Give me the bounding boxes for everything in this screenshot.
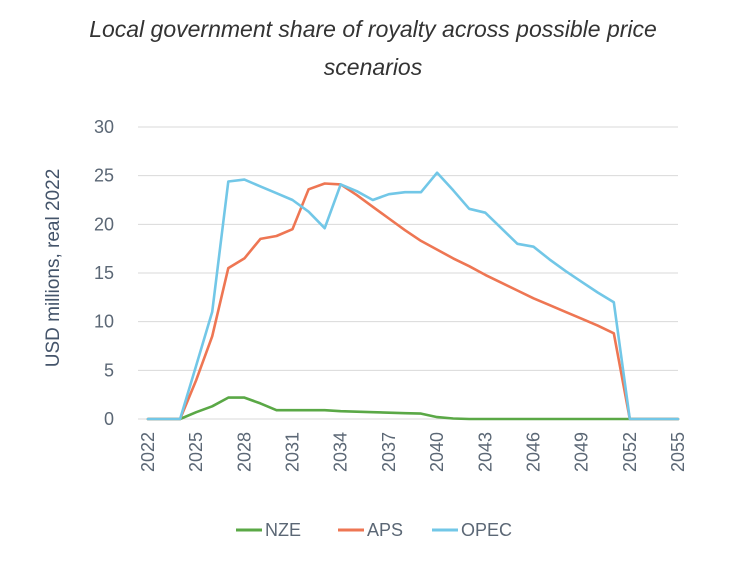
- series-line-aps: [146, 182, 680, 421]
- chart-title-line-2: scenarios: [323, 54, 423, 80]
- x-tick-label: 2034: [331, 432, 351, 472]
- series-line-opec: [146, 171, 680, 421]
- gridlines: [138, 126, 678, 371]
- x-tick-label: 2046: [523, 432, 543, 472]
- x-tick-label: 2055: [668, 432, 688, 472]
- series-lines: [146, 171, 680, 421]
- y-axis-ticks: 0 5 10 15 20 25 30: [94, 117, 114, 429]
- x-tick-label: 2025: [186, 432, 206, 472]
- x-tick-label: 2028: [234, 432, 254, 472]
- x-tick-label: 2052: [620, 432, 640, 472]
- x-tick-label: 2043: [475, 432, 495, 472]
- legend-label-nze: NZE: [265, 520, 301, 540]
- chart-title: Local government share of royalty across…: [0, 10, 746, 86]
- y-tick-label: 20: [94, 214, 114, 234]
- legend: NZE APS OPEC: [236, 520, 512, 540]
- legend-label-aps: APS: [367, 520, 403, 540]
- y-tick-label: 25: [94, 166, 114, 186]
- x-tick-label: 2049: [572, 432, 592, 472]
- x-tick-label: 2031: [283, 432, 303, 472]
- legend-label-opec: OPEC: [461, 520, 512, 540]
- y-tick-label: 15: [94, 263, 114, 283]
- y-tick-label: 5: [104, 360, 114, 380]
- y-tick-label: 30: [94, 117, 114, 137]
- chart-title-line-1: Local government share of royalty across…: [89, 16, 657, 42]
- y-axis-label: USD millions, real 2022: [43, 169, 64, 368]
- x-tick-label: 2040: [427, 432, 447, 472]
- y-tick-label: 0: [104, 409, 114, 429]
- x-tick-label: 2022: [138, 432, 158, 472]
- y-tick-label: 10: [94, 312, 114, 332]
- x-tick-label: 2037: [379, 432, 399, 472]
- series-line-nze: [146, 396, 680, 421]
- x-axis-ticks: 2022 2025 2028 2031 2034 2037 2040 2043 2046 2049…: [138, 432, 688, 472]
